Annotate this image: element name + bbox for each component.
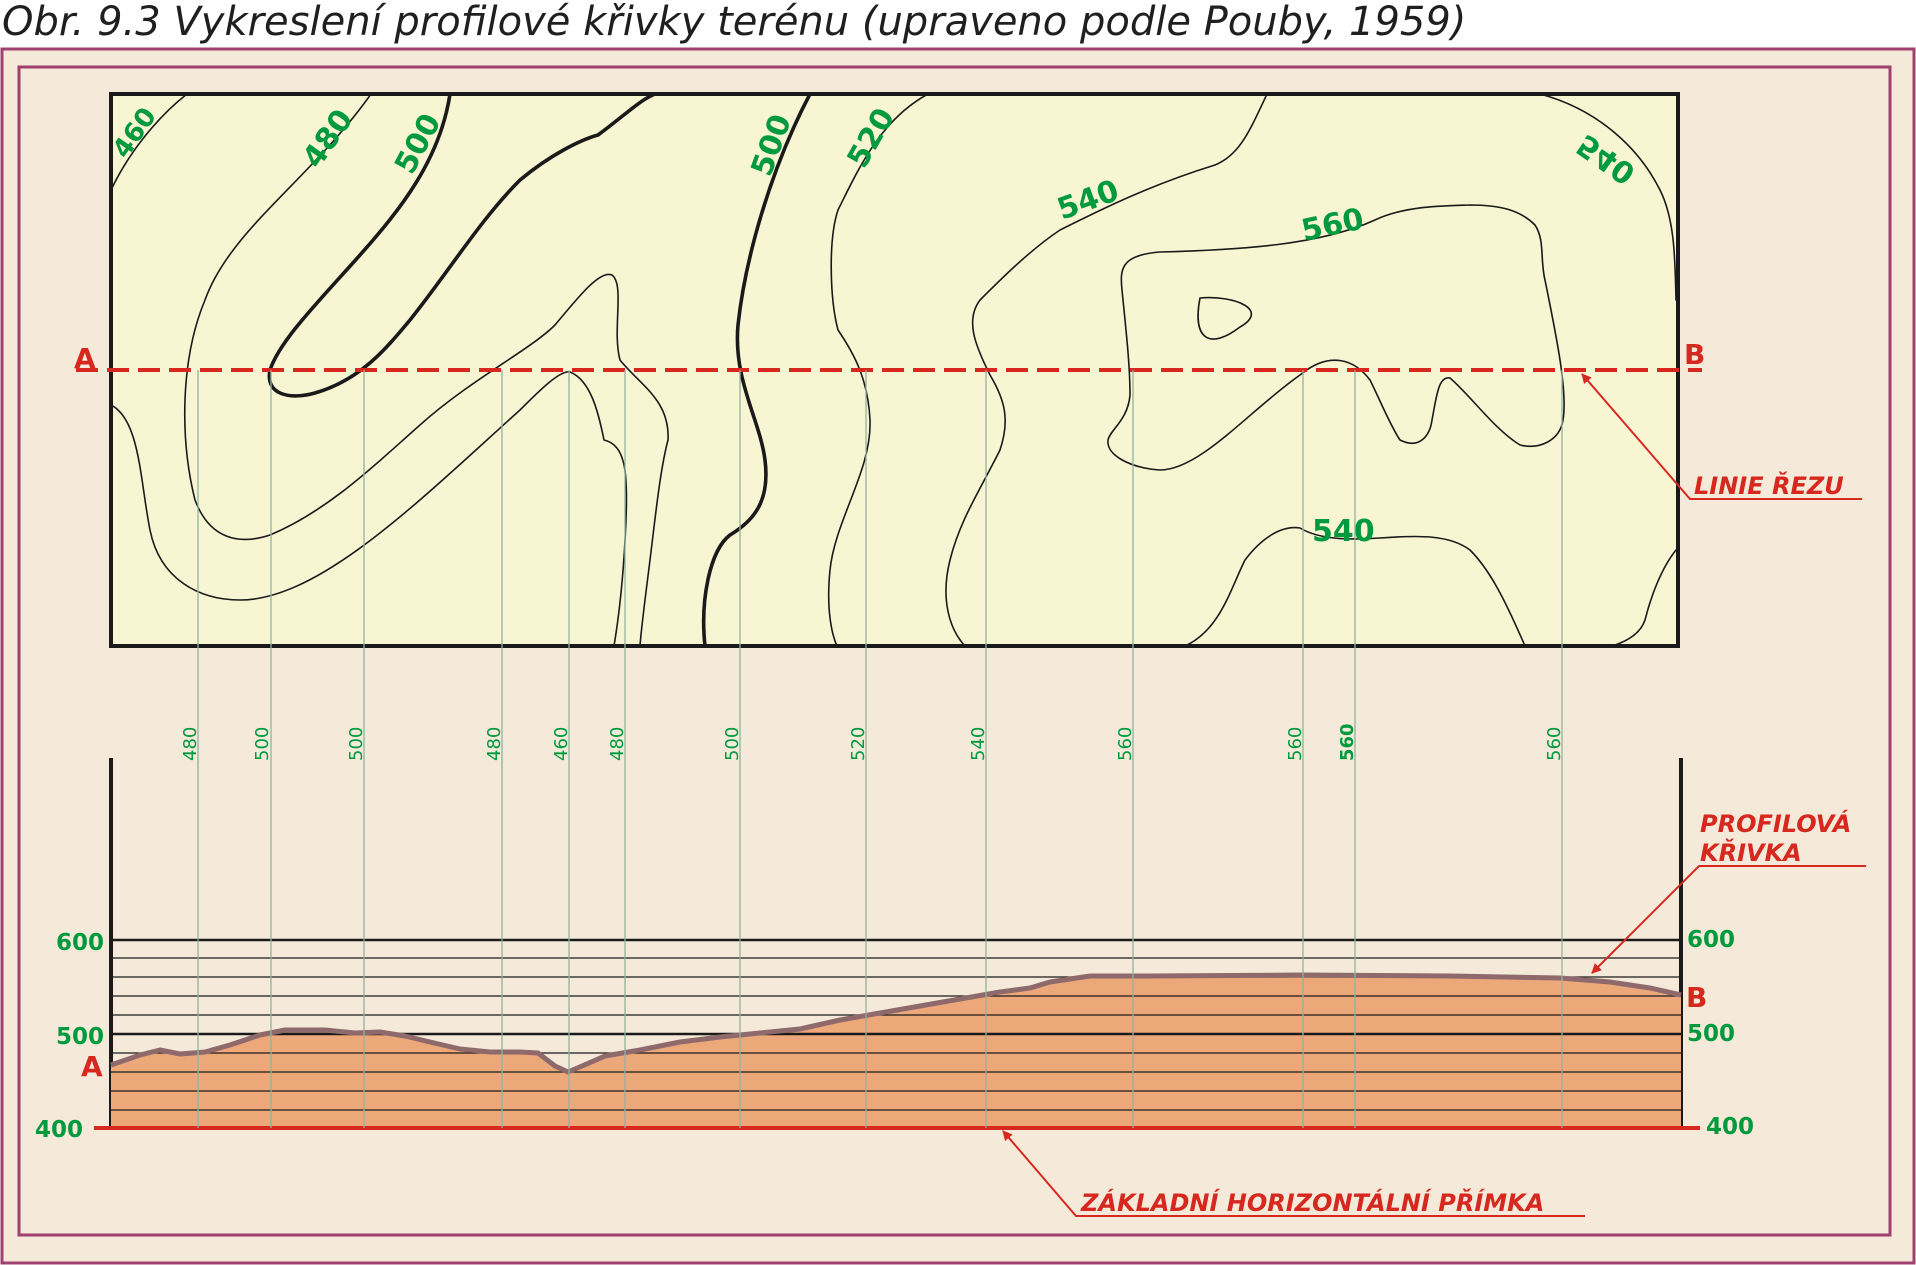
left-axis-label-600: 600 [56, 930, 104, 956]
base-line-label: ZÁKLADNÍ HORIZONTÁLNÍ PŘÍMKA [1080, 1187, 1544, 1217]
contour-520 [827, 94, 929, 646]
crossing-label: 460 [551, 727, 572, 761]
contour-460 [111, 94, 188, 191]
section-line-label: LINIE ŘEZU [1694, 470, 1844, 500]
terrain-profile-fill [111, 975, 1681, 1128]
contour-560 [1107, 204, 1565, 471]
contour-540-south [1184, 526, 1526, 646]
contour-540-north [945, 94, 1268, 646]
base-line-pointer [1002, 1130, 1585, 1217]
left-axis-label-500: 500 [56, 1024, 104, 1050]
contour-500-east [701, 94, 812, 646]
section-line-pointer [1581, 373, 1862, 500]
crossing-label: 560 [1285, 727, 1306, 761]
crossing-label: 500 [722, 727, 743, 761]
left-axis-label-400: 400 [35, 1117, 83, 1143]
profile-point-b: B [1686, 981, 1707, 1014]
contour-540-se [1611, 549, 1677, 646]
contour-label: 540 [1312, 514, 1375, 549]
right-axis-label-500: 500 [1687, 1021, 1735, 1047]
figure-caption: Obr. 9.3 Vykreslení profilové křivky ter… [2, 0, 1467, 45]
contour-lines [111, 94, 1677, 646]
crossing-label: 560 [1115, 727, 1136, 761]
crossing-label: 500 [346, 727, 367, 761]
contour-480 [184, 94, 669, 646]
right-axis-label-400: 400 [1706, 1114, 1754, 1140]
crossing-label: 480 [607, 727, 628, 761]
crossing-label: 560 [1337, 723, 1358, 761]
crossing-label: 480 [180, 727, 201, 761]
crossing-label: 480 [484, 727, 505, 761]
contour-540-east [1539, 94, 1677, 301]
terrain-profile-curve [110, 972, 1682, 1075]
crossing-labels: 480 500 500 480 460 480 500 520 540 560 … [180, 723, 1565, 761]
profile-curve-pointer [1591, 865, 1866, 974]
profile-curve-label-line1: PROFILOVÁ [1700, 809, 1851, 838]
profile-curve-label-line2: KŘIVKA [1700, 837, 1802, 867]
crossing-label: 540 [968, 727, 989, 761]
profile-point-a: A [81, 1050, 103, 1083]
contour-580 [1197, 296, 1253, 340]
crossing-label: 500 [252, 727, 273, 761]
contour-500-west [267, 94, 657, 398]
section-point-a: A [74, 342, 96, 375]
section-point-b: B [1684, 338, 1705, 371]
projection-lines [197, 370, 1563, 1128]
crossing-label: 520 [848, 727, 869, 761]
right-axis-label-600: 600 [1687, 927, 1735, 953]
contour-460-lower [111, 371, 628, 646]
inner-frame [17, 65, 1892, 1237]
crossing-label: 560 [1544, 727, 1565, 761]
